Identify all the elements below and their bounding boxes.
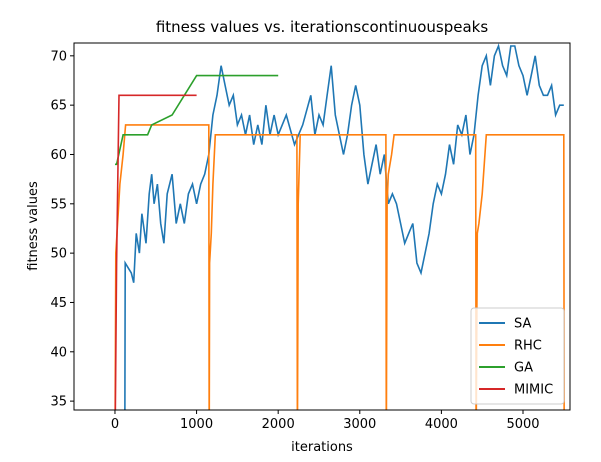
- series-line: [114, 124, 565, 410]
- x-tick-label: 2000: [262, 417, 295, 432]
- y-tick-label: 70: [50, 49, 67, 64]
- x-tick-label: 3000: [343, 417, 376, 432]
- y-tick-label: 50: [50, 247, 67, 262]
- legend-label: GA: [514, 361, 533, 376]
- series-line: [114, 94, 197, 410]
- x-tick-label: 1000: [180, 417, 213, 432]
- series-line: [115, 74, 279, 166]
- y-tick-label: 60: [50, 148, 67, 163]
- legend-box: [470, 307, 565, 405]
- series-line: [124, 43, 564, 410]
- y-tick-label: 40: [50, 345, 67, 360]
- plot-frame: [73, 42, 571, 411]
- y-tick-label: 65: [50, 99, 67, 114]
- x-axis-label: iterations: [291, 440, 353, 455]
- legend-label: RHC: [514, 339, 542, 354]
- x-tick-label: 5000: [506, 417, 539, 432]
- y-tick-label: 45: [50, 296, 67, 311]
- y-tick-label: 35: [50, 395, 67, 410]
- y-tick-label: 55: [50, 197, 67, 212]
- x-tick-label: 0: [111, 417, 119, 432]
- y-axis-label: fitness values: [26, 181, 41, 271]
- x-tick-label: 4000: [425, 417, 458, 432]
- plot-area: [114, 43, 565, 410]
- legend-label: MIMIC: [514, 383, 553, 398]
- legend-label: SA: [514, 317, 531, 332]
- chart-title: fitness values vs. iterationscontinuousp…: [156, 18, 489, 36]
